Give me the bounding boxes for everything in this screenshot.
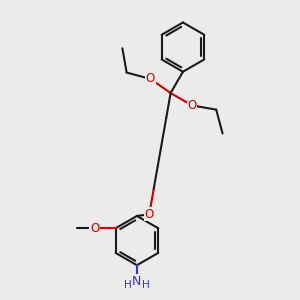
Text: O: O <box>146 72 155 86</box>
Text: O: O <box>187 99 196 112</box>
Text: N: N <box>132 275 142 288</box>
Text: H: H <box>124 280 132 290</box>
Text: H: H <box>142 280 149 290</box>
Text: O: O <box>145 208 154 221</box>
Text: O: O <box>90 222 99 235</box>
